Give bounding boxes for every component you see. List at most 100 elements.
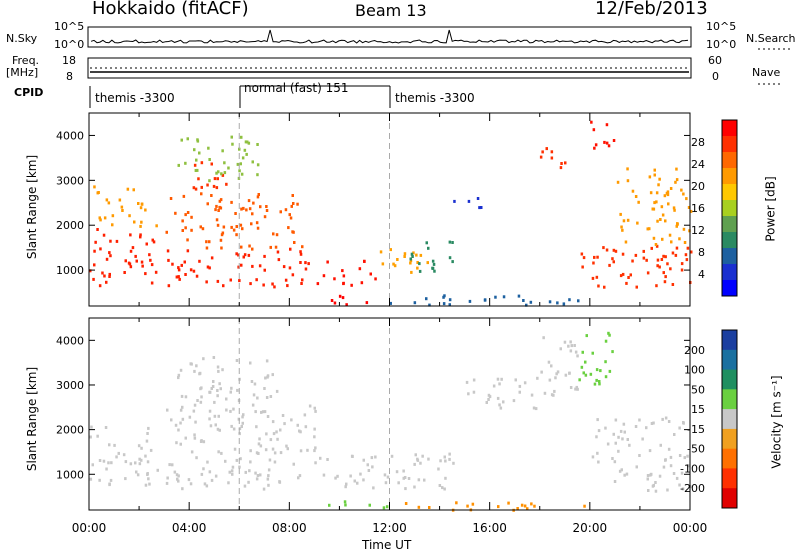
power-colorbar-swatch	[722, 152, 737, 169]
x-tick-label: 04:00	[172, 521, 207, 535]
power-ytick-label: 1000	[56, 264, 84, 277]
power-colorbar-swatch	[722, 232, 737, 249]
velocity-colorbar-swatch	[722, 468, 737, 489]
velocity-colorbar-swatch	[722, 409, 737, 430]
power-colorbar-tick: 24	[691, 158, 705, 171]
power-echo-region-4	[192, 161, 228, 191]
velocity-echo-region-3	[319, 452, 455, 491]
velocity-colorbar-frame	[721, 329, 738, 509]
nave-label: Nave	[752, 66, 781, 79]
velocity-colorbar-swatch	[722, 448, 737, 469]
power-echo-region-13	[580, 244, 693, 289]
power-ylabel: Slant Range [km]	[25, 154, 40, 260]
velocity-ytick-label: 1000	[56, 468, 84, 481]
velocity-colorbar-tick: -50	[687, 443, 705, 456]
cpid-segment-label-2: normal (fast) 151	[244, 81, 349, 95]
power-echo-region-14	[616, 167, 693, 246]
velocity-panel: 1000 2000 3000 4000	[56, 317, 692, 512]
power-echo-region-0	[89, 228, 158, 288]
power-colorbar-tick: 8	[698, 246, 705, 259]
velocity-colorbar-swatch	[722, 369, 737, 390]
x-tick-label: 16:00	[472, 521, 507, 535]
velocity-colorbar-swatch	[722, 349, 737, 371]
power-colorbar-swatch	[722, 184, 737, 201]
power-colorbar-swatch	[722, 264, 737, 281]
velocity-ytick-label: 3000	[56, 379, 84, 392]
power-echo-region-2	[166, 247, 310, 289]
velocity-colorbar-label: Velocity [m s⁻¹]	[769, 375, 784, 469]
freq-panel-frame	[87, 57, 692, 79]
nave-tick-top: 60	[708, 54, 722, 67]
freq-label-1: Freq.	[12, 54, 40, 67]
velocity-colorbar-tick: -15	[687, 423, 705, 436]
freq-tick-top: 18	[62, 54, 76, 67]
date-title: 12/Feb/2013	[595, 0, 708, 19]
power-colorbar-swatch	[722, 248, 737, 265]
power-echo-region-11	[453, 197, 483, 210]
power-echo-region-8	[409, 240, 454, 273]
power-colorbar-label: Power [dB]	[763, 176, 778, 242]
nave-tick-bottom: 0	[712, 70, 719, 83]
power-echo-region-9	[330, 294, 369, 307]
velocity-colorbar-tick: -100	[680, 462, 705, 475]
power-colorbar-swatch	[722, 168, 737, 185]
cpid-segment-label-1: themis -3300	[95, 91, 175, 105]
power-colorbar-swatch	[722, 120, 737, 137]
power-echo-region-10	[389, 294, 580, 307]
nsky-trace	[90, 29, 689, 44]
colorbars: 28 24 20 16 12 8 4 200 100 50 15 -15 -50 -100 -200	[680, 119, 738, 509]
power-colorbar-tick: 28	[691, 136, 705, 149]
velocity-colorbar-tick: 100	[684, 364, 705, 377]
power-echo-region-12	[539, 147, 567, 170]
velocity-colorbar-tick: 200	[684, 344, 705, 357]
nsearch-tick-bottom: 10^0	[706, 38, 737, 51]
velocity-echo-region-6	[540, 336, 579, 397]
power-colorbar-tick: 16	[691, 202, 705, 215]
cpid-segment-label-3: themis -3300	[395, 91, 475, 105]
velocity-colorbar-swatch	[722, 488, 737, 509]
power-echo-region-1	[93, 185, 158, 228]
velocity-echo-region-2	[177, 356, 279, 404]
velocity-colorbar-swatch	[722, 428, 737, 450]
velocity-ytick-label: 4000	[56, 334, 84, 347]
power-colorbar-swatch	[722, 136, 737, 153]
velocity-echo-region-4	[328, 500, 389, 510]
x-tick-label: 00:00	[673, 521, 708, 535]
x-tick-label: 20:00	[573, 521, 608, 535]
nsearch-tick-top: 10^5	[706, 20, 737, 33]
power-ytick-label: 4000	[56, 129, 84, 142]
power-echo-region-6	[316, 259, 377, 287]
beam-title: Beam 13	[355, 1, 427, 20]
power-ytick-label: 3000	[56, 174, 84, 187]
velocity-colorbar-swatch	[722, 389, 737, 410]
x-tick-label: 00:00	[72, 521, 107, 535]
velocity-echo-region-9	[465, 376, 539, 411]
power-colorbar-tick: 12	[691, 224, 705, 237]
velocity-echo-region-7	[578, 331, 614, 386]
power-echo-region-3	[165, 192, 304, 251]
nsearch-label: N.Search	[746, 32, 796, 45]
power-colorbar-swatch	[722, 200, 737, 217]
x-tick-label: 08:00	[272, 521, 307, 535]
x-tick-label: 12:00	[372, 521, 407, 535]
velocity-colorbar-tick: -200	[680, 482, 705, 495]
power-echo-region-7	[379, 248, 429, 274]
nsky-tick-top: 10^5	[54, 20, 85, 33]
velocity-colorbar-tick: 50	[691, 383, 705, 396]
velocity-colorbar-tick: 15	[691, 403, 705, 416]
station-title: Hokkaido (fitACF)	[92, 0, 249, 19]
velocity-ylabel: Slant Range [km]	[25, 366, 40, 472]
velocity-echo-region-1	[165, 403, 317, 491]
x-axis: 00:00 04:00 08:00 12:00 16:00 20:00 00:00	[72, 521, 708, 535]
power-colorbar-swatch	[722, 280, 737, 297]
nsky-tick-bottom: 10^0	[54, 38, 85, 51]
velocity-echo-region-0	[89, 425, 159, 487]
nsky-label: N.Sky	[6, 32, 38, 45]
freq-label-2: [MHz]	[6, 66, 39, 79]
velocity-colorbar-swatch	[722, 330, 737, 351]
power-colorbar-frame	[721, 119, 738, 297]
velocity-echo-region-8	[591, 416, 692, 493]
power-colorbar-tick: 20	[691, 180, 705, 193]
power-colorbar-tick: 4	[698, 268, 705, 281]
